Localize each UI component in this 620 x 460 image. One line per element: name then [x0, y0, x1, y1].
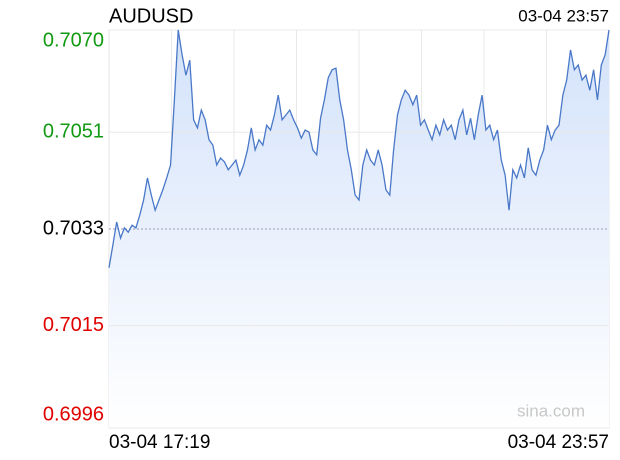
- chart-title: AUDUSD: [109, 5, 193, 27]
- watermark: sina.com: [517, 401, 585, 420]
- x-tick-label: 03-04 17:19: [109, 432, 210, 453]
- y-tick-label: 0.6996: [43, 403, 104, 425]
- y-tick-label: 0.7070: [43, 29, 104, 51]
- timestamp: 03-04 23:57: [518, 6, 609, 25]
- y-tick-label: 0.7015: [43, 314, 104, 336]
- x-tick-label: 03-04 23:57: [508, 432, 609, 453]
- price-line: [108, 29, 610, 268]
- y-tick-label: 0.7051: [43, 120, 104, 142]
- y-tick-label: 0.7033: [43, 217, 104, 239]
